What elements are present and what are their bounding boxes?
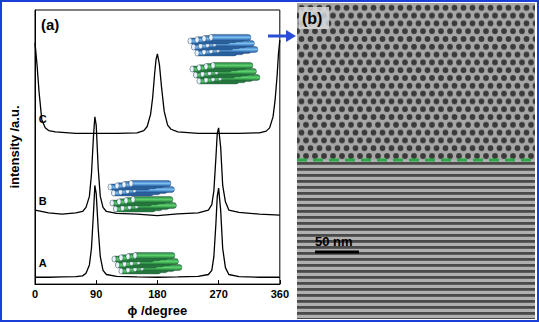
svg-text:180: 180	[148, 288, 166, 300]
svg-text:ϕ /degree: ϕ /degree	[128, 303, 188, 318]
svg-text:0: 0	[32, 288, 38, 300]
svg-text:A: A	[39, 257, 47, 269]
svg-text:(b): (b)	[302, 10, 322, 27]
svg-text:270: 270	[209, 288, 227, 300]
svg-text:B: B	[39, 195, 47, 207]
svg-text:(a): (a)	[41, 16, 59, 33]
svg-text:C: C	[38, 112, 47, 125]
svg-text:360: 360	[271, 288, 289, 300]
svg-text:90: 90	[90, 288, 102, 300]
svg-text:intensity /a.u.: intensity /a.u.	[7, 106, 22, 189]
svg-text:50 nm: 50 nm	[315, 234, 353, 249]
